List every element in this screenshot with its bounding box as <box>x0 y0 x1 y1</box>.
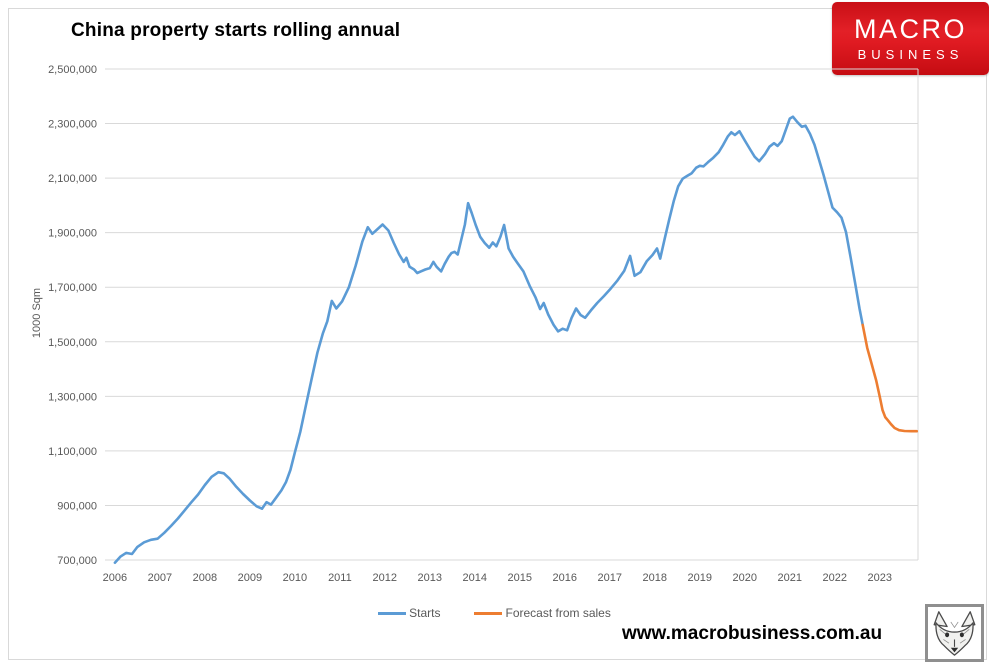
x-tick-label: 2022 <box>823 572 847 584</box>
chart-title: China property starts rolling annual <box>71 20 401 41</box>
y-tick-label: 1,500,000 <box>48 337 97 349</box>
macrobusiness-logo[interactable]: MACRO BUSINESS <box>832 2 989 75</box>
y-tick-label: 1,700,000 <box>48 282 97 294</box>
x-tick-label: 2023 <box>868 572 892 584</box>
logo-text-macro: MACRO <box>854 13 967 44</box>
x-tick-label: 2020 <box>733 572 757 584</box>
forecast-line-swatch-icon <box>474 611 503 615</box>
x-tick-label: 2010 <box>283 572 307 584</box>
y-tick-label: 2,300,000 <box>48 119 97 131</box>
x-tick-label: 2007 <box>148 572 172 584</box>
series-line-forecast-from-sales[interactable] <box>861 323 918 433</box>
y-tick-label: 1,100,000 <box>48 446 97 458</box>
logo-text-business: BUSINESS <box>857 46 964 62</box>
chart-legend: Starts Forecast from sales <box>0 606 989 620</box>
x-tick-label: 2019 <box>688 572 712 584</box>
y-tick-label: 1,300,000 <box>48 391 97 403</box>
y-tick-label: 900,000 <box>57 500 97 512</box>
series-line-starts[interactable] <box>113 115 864 564</box>
y-tick-label: 2,100,000 <box>48 173 97 185</box>
y-tick-label: 2,500,000 <box>48 64 97 76</box>
fox-logo <box>925 604 984 662</box>
x-tick-label: 2013 <box>418 572 442 584</box>
x-tick-label: 2014 <box>463 572 487 584</box>
legend-label-starts: Starts <box>409 606 441 620</box>
x-tick-label: 2009 <box>238 572 262 584</box>
y-axis-title: 1000 Sqm <box>31 288 43 338</box>
x-tick-label: 2006 <box>103 572 127 584</box>
x-tick-label: 2016 <box>553 572 577 584</box>
y-tick-label: 700,000 <box>57 555 97 567</box>
x-tick-label: 2015 <box>508 572 532 584</box>
fox-sketch-icon <box>933 611 976 656</box>
legend-item-starts[interactable]: Starts <box>378 606 440 620</box>
x-tick-label: 2011 <box>328 572 352 584</box>
x-tick-label: 2018 <box>643 572 667 584</box>
x-tick-label: 2021 <box>778 572 802 584</box>
legend-item-forecast[interactable]: Forecast from sales <box>474 606 611 620</box>
y-tick-label: 1,900,000 <box>48 228 97 240</box>
website-url[interactable]: www.macrobusiness.com.au <box>622 623 883 644</box>
legend-label-forecast: Forecast from sales <box>505 606 611 620</box>
starts-line-swatch-icon <box>378 611 407 615</box>
x-tick-label: 2012 <box>373 572 397 584</box>
x-tick-label: 2017 <box>598 572 622 584</box>
x-tick-label: 2008 <box>193 572 217 584</box>
